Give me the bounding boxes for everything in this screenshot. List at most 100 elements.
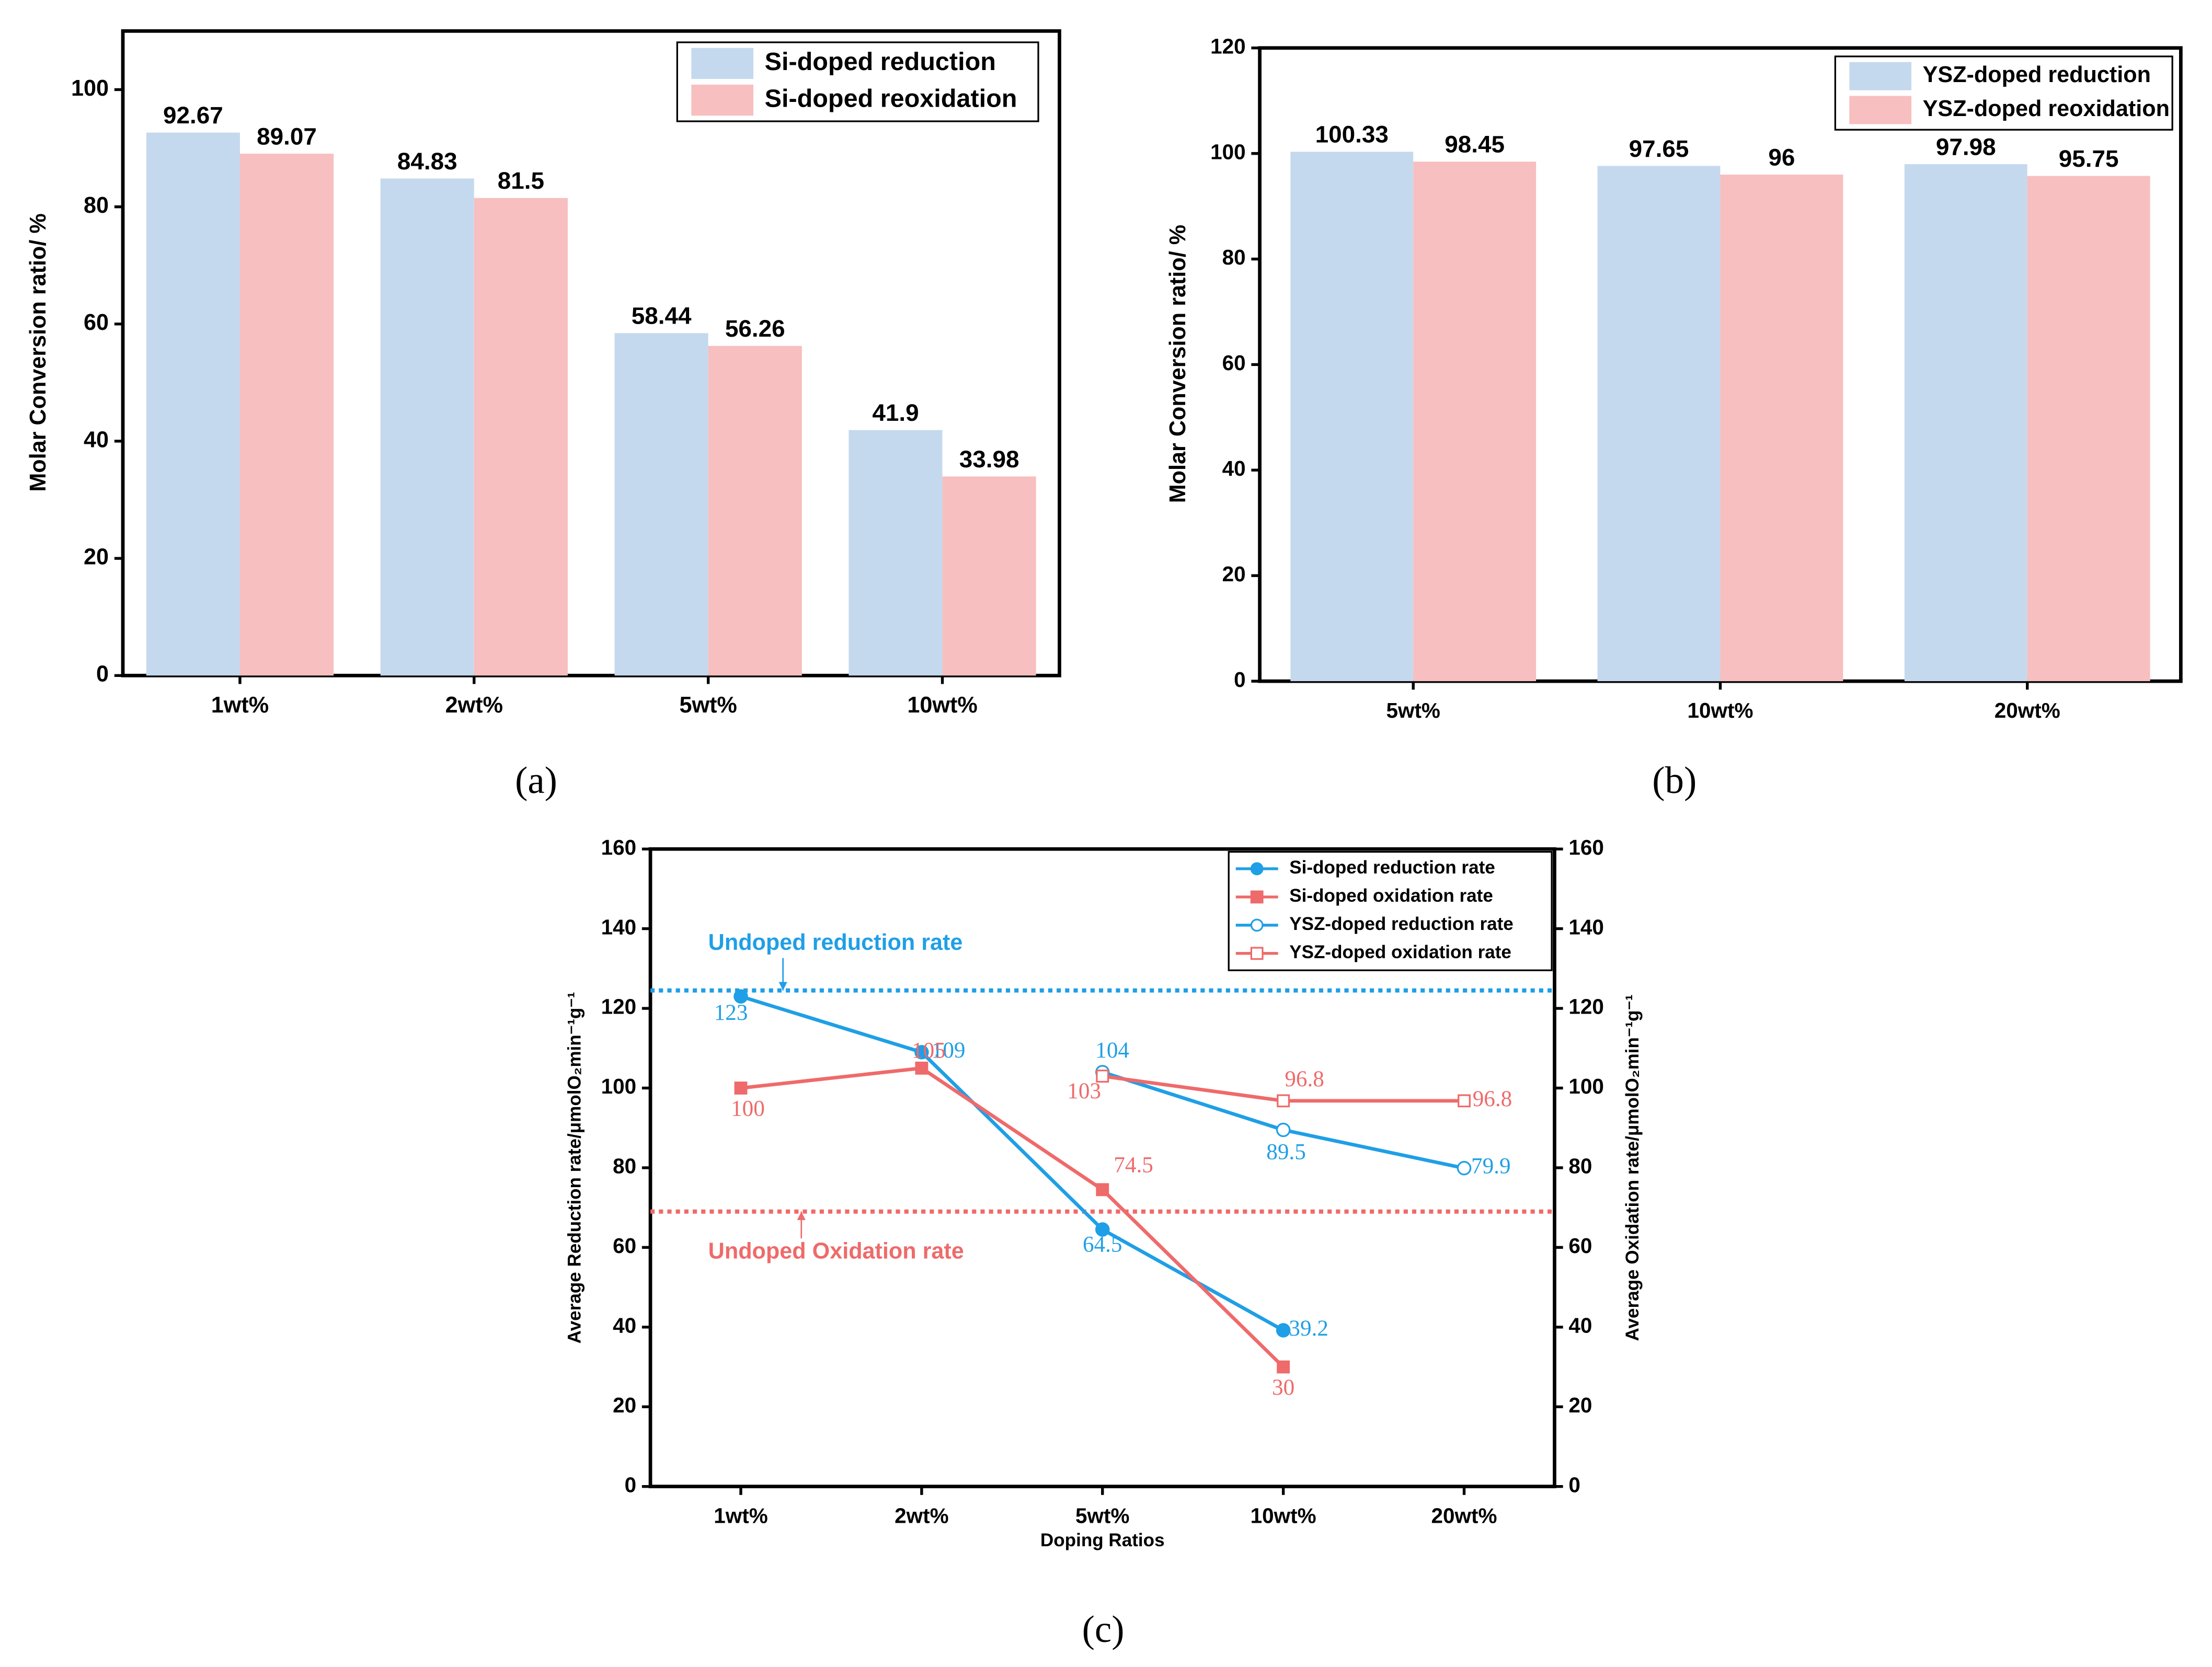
marker <box>1277 1360 1290 1374</box>
y2-tick-label: 80 <box>1568 1154 1592 1178</box>
marker <box>1458 1094 1471 1108</box>
bar <box>849 430 943 676</box>
bar <box>1413 162 1537 682</box>
x-tick-label: 5wt% <box>1386 698 1440 722</box>
data-label: 109 <box>932 1038 966 1063</box>
y-tick-label: 120 <box>601 995 637 1019</box>
y-tick-label: 140 <box>601 915 637 939</box>
data-label: 84.83 <box>397 147 457 175</box>
bar <box>942 476 1036 676</box>
legend-swatch <box>1849 96 1912 124</box>
y-tick-label: 60 <box>613 1234 636 1258</box>
data-label: 100.33 <box>1315 121 1389 148</box>
series-line <box>740 994 1285 1332</box>
x-tick-label: 1wt% <box>211 693 269 718</box>
y2-tick-label: 0 <box>1568 1473 1580 1497</box>
data-label: 105 <box>912 1039 946 1063</box>
marker <box>1095 1222 1110 1237</box>
marker <box>1277 1094 1290 1108</box>
series-line <box>740 1066 1285 1369</box>
y-tick-label: 80 <box>1222 245 1246 269</box>
data-label: 56.26 <box>725 315 785 342</box>
panel-label: (a) <box>515 759 557 801</box>
y-tick-label: 20 <box>1222 562 1246 586</box>
y-tick-label: 40 <box>1222 456 1246 480</box>
bar <box>1904 164 2027 682</box>
y-tick-label: 20 <box>613 1393 636 1417</box>
y2-tick-label: 160 <box>1568 835 1604 859</box>
legend-swatch <box>691 48 754 79</box>
y-tick-label: 160 <box>601 835 637 859</box>
bar <box>474 198 568 676</box>
legend-label: Si-doped reduction rate <box>1289 857 1495 878</box>
y-tick-label: 60 <box>84 310 109 335</box>
y-tick-label: 20 <box>84 545 109 570</box>
marker <box>914 1045 929 1060</box>
data-label: 96 <box>1768 143 1795 170</box>
data-label: 30 <box>1272 1375 1294 1400</box>
marker <box>733 989 748 1004</box>
bar <box>708 346 802 676</box>
bar <box>1290 152 1414 682</box>
y-tick-label: 100 <box>71 76 109 101</box>
panel-label: (c) <box>1082 1608 1125 1650</box>
data-label: 100 <box>731 1097 765 1121</box>
y-axis-label: Average Reduction rate/μmolO₂min⁻¹g⁻¹ <box>564 992 584 1344</box>
y-tick-label: 0 <box>96 662 109 687</box>
x-tick-label: 5wt% <box>680 693 737 718</box>
x-tick-label: 2wt% <box>445 693 503 718</box>
x-axis-label: Doping Ratios <box>1040 1530 1165 1550</box>
data-label: 96.8 <box>1285 1067 1324 1091</box>
y2-tick-label: 20 <box>1568 1393 1592 1417</box>
bar <box>2027 176 2150 682</box>
y2-tick-label: 60 <box>1568 1234 1592 1258</box>
y-tick-label: 80 <box>613 1154 636 1178</box>
y-tick-label: 80 <box>84 193 109 218</box>
legend-label: YSZ-doped reduction <box>1923 62 2151 87</box>
marker <box>1096 1183 1109 1197</box>
bar <box>1720 175 1843 682</box>
x-tick-label: 5wt% <box>1075 1504 1129 1528</box>
y2-tick-label: 120 <box>1568 995 1604 1019</box>
data-label: 89.5 <box>1266 1140 1306 1164</box>
y-tick-label: 60 <box>1222 351 1246 375</box>
reference-label: Undoped reduction rate <box>708 930 963 955</box>
legend-box <box>1228 850 1553 971</box>
marker <box>734 1082 748 1095</box>
data-label: 98.45 <box>1445 131 1505 158</box>
data-label: 58.44 <box>632 302 692 329</box>
data-label: 96.8 <box>1473 1087 1512 1111</box>
data-label: 97.65 <box>1629 135 1689 162</box>
y-tick-label: 40 <box>84 427 109 452</box>
x-tick-label: 10wt% <box>907 693 977 718</box>
data-label: 79.9 <box>1471 1154 1511 1179</box>
marker <box>1276 1122 1291 1137</box>
legend-label: YSZ-doped reoxidation <box>1923 96 2170 121</box>
arrow-head <box>797 1211 806 1220</box>
x-tick-label: 20wt% <box>1995 698 2060 722</box>
data-label: 39.2 <box>1289 1316 1328 1341</box>
legend-label: Si-doped oxidation rate <box>1289 886 1493 906</box>
y-tick-label: 100 <box>1210 140 1246 164</box>
y-tick-label: 120 <box>1210 34 1246 58</box>
x-tick-label: 10wt% <box>1688 698 1753 722</box>
bar <box>380 178 474 676</box>
legend-marker <box>1250 890 1264 904</box>
data-label: 81.5 <box>498 167 544 194</box>
x-tick-label: 2wt% <box>895 1504 948 1528</box>
y-axis-label: Molar Conversion ratio/ % <box>26 213 51 491</box>
bar <box>146 132 240 676</box>
marker <box>1096 1070 1109 1083</box>
arrow-head <box>778 982 787 991</box>
data-label: 74.5 <box>1114 1153 1153 1178</box>
data-label: 104 <box>1095 1038 1129 1063</box>
data-label: 103 <box>1067 1079 1101 1103</box>
panel-label: (b) <box>1652 759 1697 801</box>
marker <box>1276 1323 1291 1338</box>
y-tick-label: 0 <box>625 1473 637 1497</box>
y-axis-label: Molar Conversion ratio/ % <box>1165 225 1190 503</box>
y-tick-label: 100 <box>601 1074 637 1098</box>
y2-tick-label: 40 <box>1568 1313 1592 1337</box>
data-label: 33.98 <box>959 445 1019 473</box>
